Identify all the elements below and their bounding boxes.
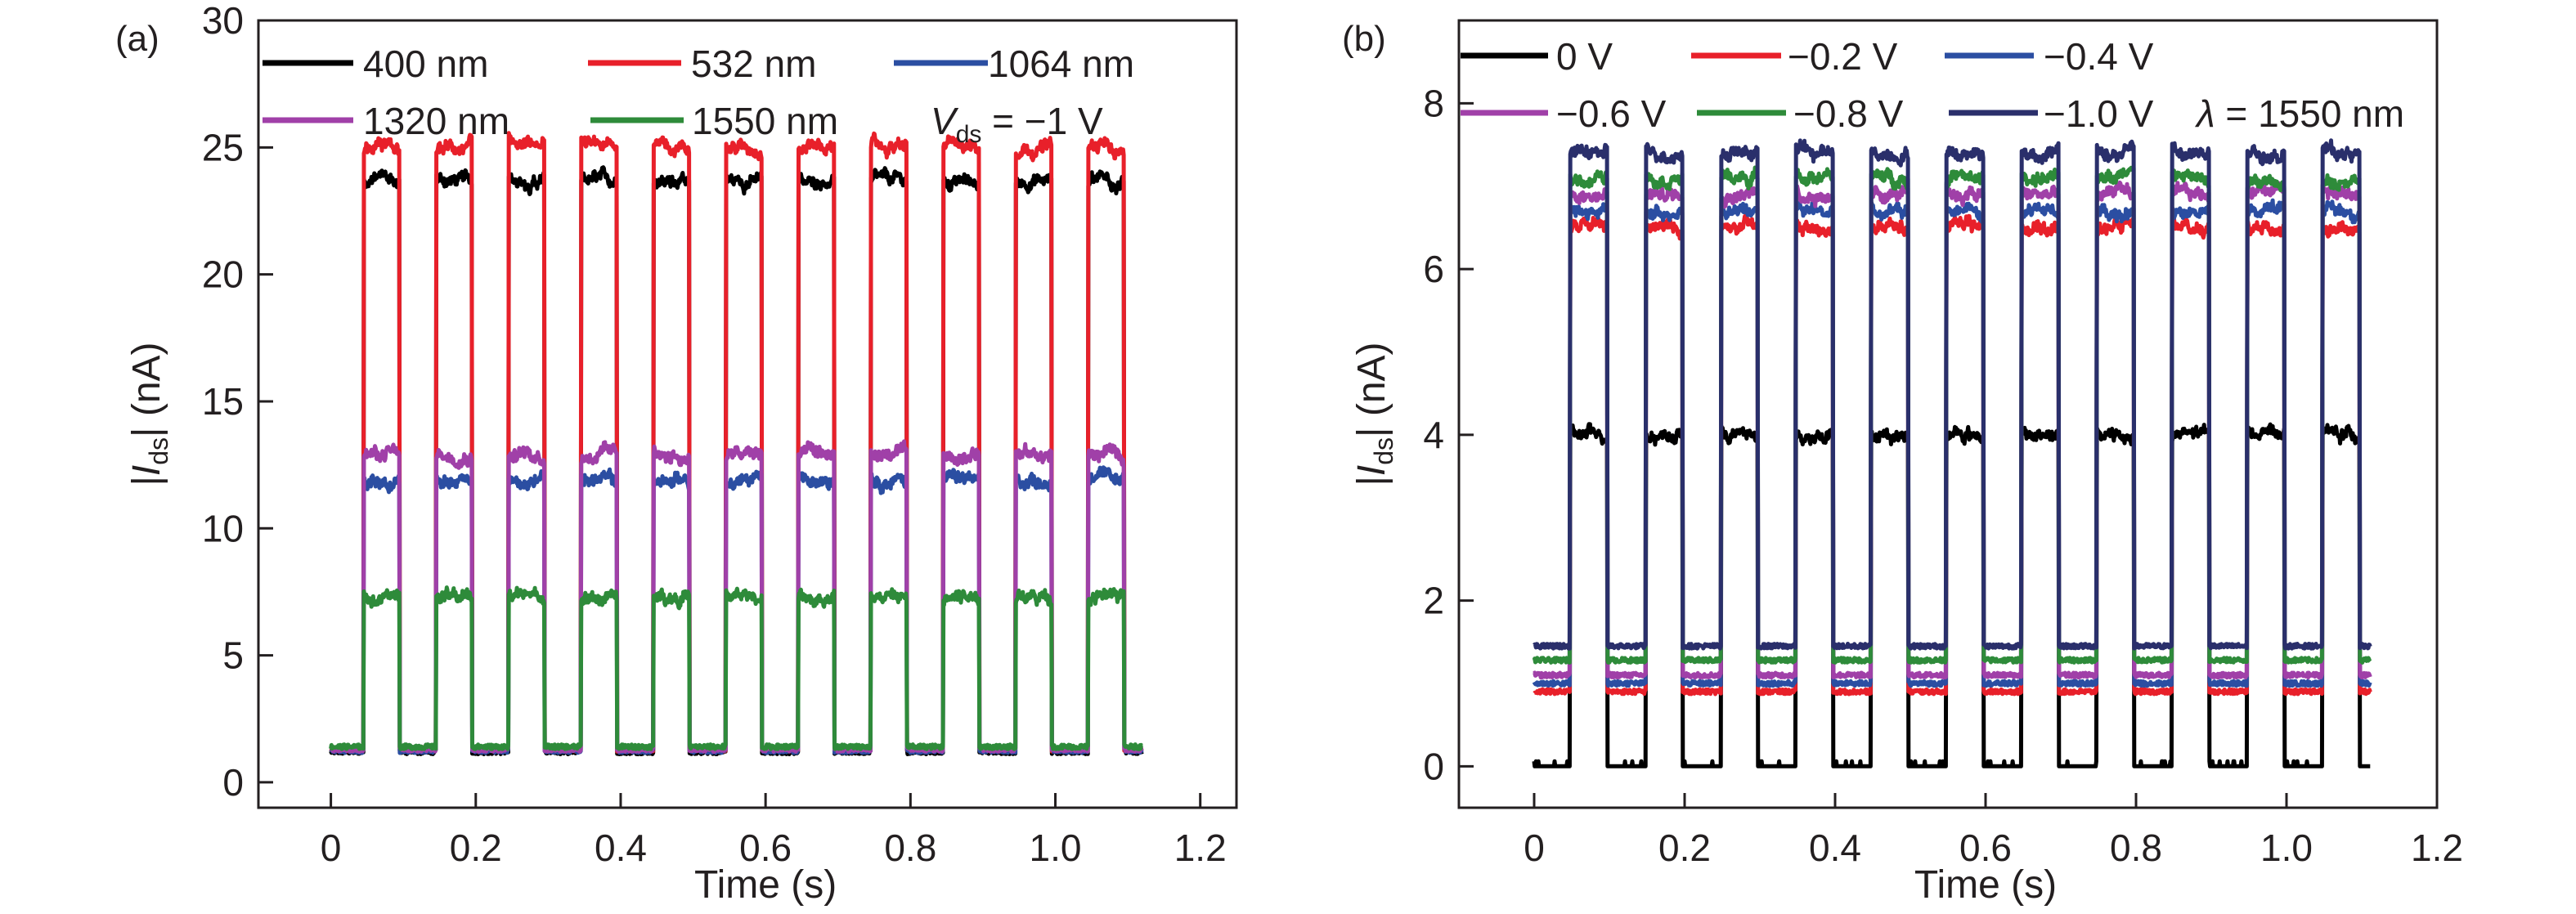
series-line-1 xyxy=(1532,422,2372,768)
y-tick-label: 6 xyxy=(1423,248,1444,290)
y-axis-title: |Ids| (nA) xyxy=(125,342,173,486)
y-tick-label: 8 xyxy=(1423,82,1444,124)
series-line-3 xyxy=(1532,197,2372,688)
legend-item: 0 V xyxy=(1461,35,1613,78)
legend-item: 1320 nm xyxy=(263,100,509,142)
y-axis-title-var: I xyxy=(1350,465,1393,476)
legend-label: −0.6 V xyxy=(1556,92,1667,135)
x-tick-label: 1.2 xyxy=(2411,827,2463,869)
y-axis-title: |Ids| (nA) xyxy=(1350,342,1398,486)
annotation-sub: ds xyxy=(956,121,982,148)
y-tick-label: 10 xyxy=(202,507,244,549)
x-tick-label: 1.0 xyxy=(2260,827,2313,869)
series-line-5 xyxy=(1532,165,2372,665)
x-tick-label: 0.6 xyxy=(739,827,792,869)
x-tick-label: 1.2 xyxy=(1174,827,1227,869)
annotation-var: V xyxy=(931,100,959,142)
legend: 400 nm 532 nm 1064 nm 1320 nm 1550 nm Vds = −… xyxy=(263,43,1134,148)
y-axis-title-suffix: | (nA) xyxy=(1350,342,1393,437)
y-tick-label: 5 xyxy=(222,634,244,677)
y-tick-label: 0 xyxy=(222,761,244,804)
y-axis-title-sub: ds xyxy=(144,437,173,465)
annotation-text: = 1550 nm xyxy=(2215,92,2404,135)
legend-label: 532 nm xyxy=(691,43,816,85)
panel-label: (a) xyxy=(115,19,159,59)
annotation-text: = −1 V xyxy=(981,100,1103,142)
panel-b-photoresponse-bias: 0 0.2 0.4 0.6 0.8 1.0 1.2 0 2 4 6 8 Time (s) |Ids| (n… xyxy=(1342,19,2463,907)
legend-label: 1320 nm xyxy=(363,100,509,142)
legend-label: −0.4 V xyxy=(2044,35,2154,78)
plot-frame xyxy=(257,19,1238,809)
y-tick-label: 4 xyxy=(1423,414,1444,456)
annotation-var: λ xyxy=(2194,92,2215,135)
legend-item: 400 nm xyxy=(263,43,488,85)
series-line-5 xyxy=(329,585,1143,751)
x-tick-label: 0.6 xyxy=(1959,827,2012,869)
x-axis-title: Time (s) xyxy=(694,863,837,907)
panel-a-photoresponse-wavelengths: 0 0.2 0.4 0.6 0.8 1.0 1.2 0 5 10 15 20 25 30 Time (s) |… xyxy=(115,0,1238,907)
legend-label: −1.0 V xyxy=(2044,92,2154,135)
x-axis-title: Time (s) xyxy=(1914,863,2057,907)
legend-item: −1.0 V xyxy=(1949,92,2154,135)
legend-item: 1550 nm xyxy=(590,100,838,142)
y-axis-title-sub: ds xyxy=(1369,437,1398,465)
x-tick-label: 0.2 xyxy=(450,827,502,869)
legend-item: 1064 nm xyxy=(894,43,1134,85)
legend-item: −0.6 V xyxy=(1461,92,1667,135)
legend-item: −0.8 V xyxy=(1697,92,1904,135)
series-group xyxy=(329,131,1144,756)
condition-annotation: Vds = −1 V xyxy=(931,100,1103,148)
series-line-4 xyxy=(1533,180,2372,680)
legend-label: 0 V xyxy=(1556,35,1613,78)
x-tick-label: 0.4 xyxy=(595,827,647,869)
legend-label: 400 nm xyxy=(363,43,488,85)
legend-label: 1064 nm xyxy=(988,43,1134,85)
y-axis-title-var: I xyxy=(125,465,168,476)
legend: 0 V −0.2 V −0.4 V −0.6 V −0.8 V −1.0 V λ = 155… xyxy=(1461,35,2404,135)
y-tick-label: 2 xyxy=(1423,580,1444,622)
x-tick-label: 0 xyxy=(321,827,342,869)
x-tick-label: 0.4 xyxy=(1809,827,1861,869)
y-axis-title-suffix: | (nA) xyxy=(125,342,168,437)
y-tick-label: 30 xyxy=(202,0,244,42)
y-axis-title-prefix: | xyxy=(1350,476,1393,486)
legend-label: 1550 nm xyxy=(692,100,838,142)
plot-frame xyxy=(1457,19,2439,809)
x-tick-label: 0.2 xyxy=(1658,827,1711,869)
panel-label: (b) xyxy=(1342,19,1386,59)
series-line-2 xyxy=(1533,213,2372,697)
legend-item: 532 nm xyxy=(588,43,816,85)
y-tick-label: 15 xyxy=(202,380,244,423)
legend-item: −0.2 V xyxy=(1691,35,1898,78)
legend-label: −0.2 V xyxy=(1788,35,1898,78)
y-axis-title-prefix: | xyxy=(125,476,168,486)
condition-annotation: λ = 1550 nm xyxy=(2194,92,2404,135)
series-group xyxy=(1532,138,2372,768)
legend-item: −0.4 V xyxy=(1945,35,2154,78)
x-tick-label: 0.8 xyxy=(2110,827,2162,869)
y-tick-label: 25 xyxy=(202,126,244,168)
series-line-3 xyxy=(329,465,1144,755)
series-line-2 xyxy=(329,131,1144,754)
series-line-6 xyxy=(1533,138,2372,651)
x-tick-label: 0.8 xyxy=(884,827,936,869)
y-tick-label: 20 xyxy=(202,253,244,296)
x-tick-label: 0 xyxy=(1524,827,1545,869)
x-tick-label: 1.0 xyxy=(1030,827,1082,869)
legend-label: −0.8 V xyxy=(1793,92,1904,135)
y-tick-label: 0 xyxy=(1423,745,1444,787)
